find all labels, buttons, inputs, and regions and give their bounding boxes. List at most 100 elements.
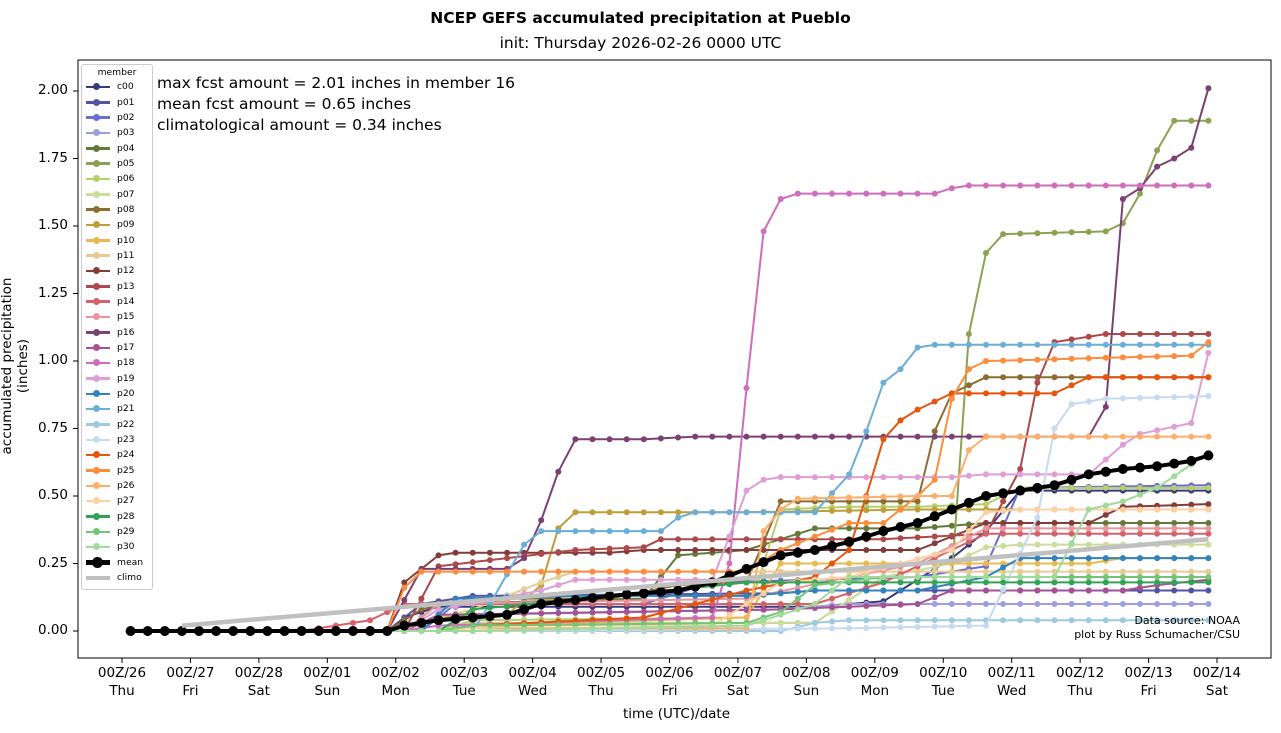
data-point-p26	[1171, 433, 1178, 440]
data-point-p29	[1171, 574, 1178, 580]
data-point-p18	[1051, 182, 1058, 189]
data-point-p13	[1119, 331, 1126, 337]
data-point-p19	[777, 474, 784, 481]
data-point-p24	[897, 417, 904, 424]
legend-swatch-p08	[86, 203, 110, 215]
data-point-p17	[880, 602, 887, 609]
data-point-p24	[1205, 374, 1212, 381]
x-tick-time: 00Z/04	[508, 665, 557, 681]
data-point-p19	[538, 587, 545, 594]
data-point-p24	[1051, 390, 1058, 397]
data-point-p17	[983, 587, 989, 594]
data-point-p23	[880, 624, 887, 631]
legend-item-p30: p30	[82, 539, 152, 554]
data-point-p14	[350, 619, 356, 626]
data-point-p09	[675, 509, 682, 516]
data-point-p28	[1000, 579, 1007, 586]
legend-label: p01	[117, 96, 135, 108]
data-point-p17	[914, 601, 921, 607]
data-point-p29	[555, 621, 562, 628]
data-point-mean	[1169, 458, 1180, 469]
data-point-p27	[726, 611, 733, 618]
data-point-p20	[452, 595, 459, 602]
data-point-p19	[965, 472, 972, 479]
data-point-p20	[897, 587, 904, 594]
data-point-p21	[1102, 341, 1109, 348]
data-point-p30	[606, 625, 613, 632]
data-point-p21	[743, 509, 750, 516]
legend-swatch-p18	[86, 357, 110, 369]
data-point-p11	[965, 568, 972, 575]
data-point-p10	[983, 560, 989, 567]
data-point-p30	[709, 623, 716, 630]
data-point-p03	[1017, 601, 1024, 607]
data-point-p30	[811, 601, 818, 607]
data-point-p13	[1017, 466, 1024, 472]
data-point-p21	[914, 344, 921, 351]
x-tick-day: Mon	[381, 683, 410, 699]
data-point-p14	[1188, 530, 1195, 537]
x-tick-time: 00Z/08	[782, 665, 831, 681]
data-point-p24	[983, 390, 989, 397]
x-tick-day: Sat	[247, 683, 270, 699]
data-point-p25	[692, 568, 699, 575]
data-point-p23	[1205, 393, 1212, 400]
x-tick-time: 00Z/12	[1056, 665, 1105, 681]
data-point-p27	[965, 528, 972, 535]
data-point-p03	[1034, 601, 1041, 607]
data-point-p13	[1068, 336, 1075, 343]
data-point-p16	[760, 433, 767, 440]
series-climo	[181, 536, 1209, 628]
data-point-p25	[640, 568, 647, 575]
data-point-p28	[504, 603, 510, 610]
data-point-mean	[587, 592, 598, 603]
data-point-p21	[1188, 341, 1195, 348]
data-point-p25	[452, 568, 459, 575]
data-point-p20	[1205, 555, 1212, 562]
x-tick-day: Sat	[1205, 683, 1229, 699]
data-point-p08	[1068, 374, 1075, 381]
data-point-p22	[931, 617, 938, 624]
data-point-p23	[1000, 586, 1007, 593]
data-point-p25	[880, 520, 887, 526]
data-point-p06	[1188, 484, 1195, 491]
data-point-p16	[1102, 403, 1109, 410]
legend-swatch-p27	[86, 495, 110, 507]
data-point-p23	[1137, 394, 1143, 401]
data-point-p27	[948, 547, 955, 553]
data-point-p20	[846, 587, 853, 594]
data-point-p30	[829, 587, 835, 594]
data-point-p11	[521, 586, 528, 593]
x-tick-day: Wed	[996, 683, 1027, 699]
data-point-p23	[965, 622, 972, 629]
data-point-p16	[538, 517, 545, 524]
data-point-p22	[1102, 617, 1109, 624]
data-point-p07	[777, 619, 784, 626]
data-point-p05	[1034, 230, 1041, 237]
data-point-p20	[1137, 555, 1143, 562]
data-point-p26	[1034, 433, 1041, 440]
data-point-p19	[1102, 456, 1109, 463]
data-point-p21	[538, 528, 545, 535]
data-point-p25	[846, 520, 853, 526]
data-point-p16	[401, 597, 408, 603]
data-point-p20	[1119, 555, 1126, 562]
data-point-p19	[760, 476, 767, 483]
data-point-p30	[1034, 574, 1041, 580]
legend-label: p20	[117, 388, 135, 400]
data-point-p08	[418, 606, 425, 613]
data-point-p25	[623, 568, 630, 575]
data-point-p20	[1188, 555, 1195, 562]
legend-label: p19	[117, 372, 135, 384]
data-point-p27	[1068, 506, 1075, 513]
data-point-p03	[1119, 601, 1126, 607]
data-point-p21	[1085, 341, 1092, 348]
data-point-p24	[846, 547, 853, 553]
x-tick-time: 00Z/02	[371, 665, 420, 681]
data-point-p26	[863, 494, 870, 501]
data-point-p29	[1068, 574, 1075, 580]
data-point-p20	[931, 584, 938, 591]
data-point-mean	[844, 536, 855, 547]
legend-item-p02: p02	[82, 110, 152, 125]
data-point-p27	[743, 601, 750, 607]
